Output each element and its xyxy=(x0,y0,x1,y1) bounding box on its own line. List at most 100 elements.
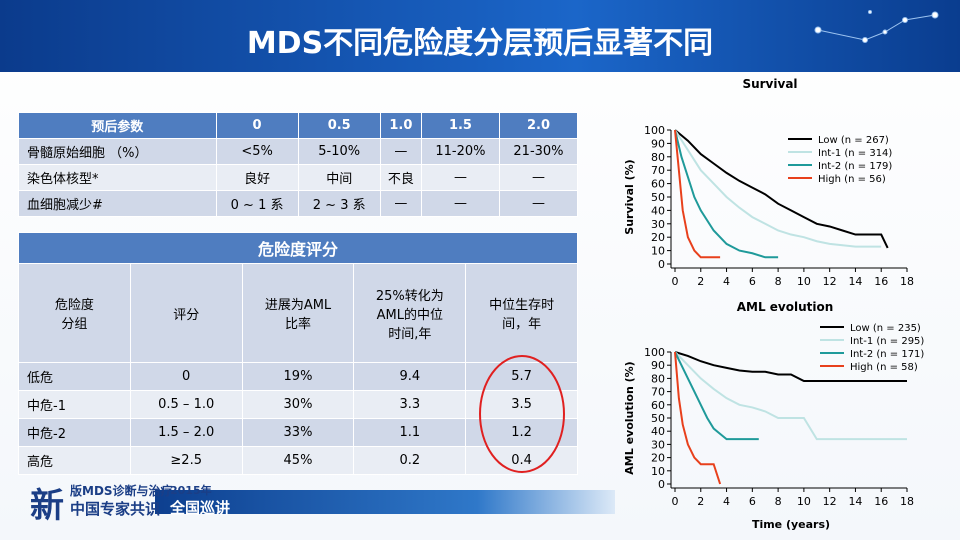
cell: 30% xyxy=(241,390,355,419)
y-tick-label: 60 xyxy=(651,178,665,191)
header-line: 中位生存时 xyxy=(489,298,555,313)
cell: 1.1 xyxy=(353,418,467,447)
x-tick-label: 6 xyxy=(749,495,756,508)
header-cell: 进展为AML 比率 xyxy=(241,263,355,363)
x-tick-label: 0 xyxy=(672,495,679,508)
y-tick-label: 40 xyxy=(651,204,665,217)
cell: — xyxy=(498,190,579,217)
title-band: MDS不同危险度分层预后显著不同 xyxy=(0,0,960,72)
series-line xyxy=(674,351,759,441)
header-line: 分组 xyxy=(61,317,88,332)
y-tick-label: 100 xyxy=(644,124,665,137)
header-line: 进展为AML xyxy=(264,298,332,313)
cell: 良好 xyxy=(215,164,299,191)
x-tick-label: 8 xyxy=(775,275,782,288)
cell: 0 ~ 1 系 xyxy=(215,190,299,217)
series-line xyxy=(674,129,721,259)
x-axis-label: Time (years) xyxy=(752,518,830,531)
header-line: 25%转化为 xyxy=(375,288,444,304)
y-tick-label: 70 xyxy=(651,164,665,177)
banner-tour: 全国巡讲 xyxy=(170,499,231,517)
title-row: 危险度评分 xyxy=(18,232,578,264)
x-tick-label: 16 xyxy=(874,495,888,508)
risk-table: 危险度评分 危险度 分组 评分 进展为AML 比率 25%转化为 AML的中位 时间,年 中位生存… xyxy=(18,232,578,475)
cell: 骨髓原始细胞 （%） xyxy=(18,138,217,165)
header-cell: 1.5 xyxy=(420,112,500,139)
y-tick-label: 80 xyxy=(651,151,665,164)
slide-title: MDS不同危险度分层预后显著不同 xyxy=(246,26,714,61)
y-tick-label: 0 xyxy=(658,478,665,491)
y-tick-label: 60 xyxy=(651,399,665,412)
banner-big: 新 xyxy=(30,486,64,526)
x-tick-label: 14 xyxy=(848,275,862,288)
cell: 9.4 xyxy=(353,362,467,391)
header-cell: 危险度 分组 xyxy=(18,263,131,363)
x-tick-label: 4 xyxy=(723,495,730,508)
cell: ≥2.5 xyxy=(129,446,243,475)
header-line: 危险度 xyxy=(54,298,94,313)
header-cell: 25%转化为 AML的中位 时间,年 xyxy=(353,263,467,363)
x-tick-label: 8 xyxy=(775,495,782,508)
x-tick-label: 2 xyxy=(697,495,704,508)
row: 高危 ≥2.5 45% 0.2 0.4 xyxy=(18,446,578,475)
cell: <5% xyxy=(215,138,299,165)
y-tick-label: 10 xyxy=(651,245,665,258)
row: 染色体核型* 良好 中间 不良 — — xyxy=(18,164,579,191)
cell: 0.4 xyxy=(465,446,578,475)
legend-label: Low (n = 267) xyxy=(818,135,889,146)
y-tick-label: 100 xyxy=(644,346,665,359)
cell: 血细胞减少# xyxy=(18,190,217,217)
series-line xyxy=(674,351,907,383)
y-tick-label: 80 xyxy=(651,372,665,385)
chart-title: AML evolution xyxy=(737,300,834,314)
header-cell: 1.0 xyxy=(379,112,422,139)
x-tick-label: 18 xyxy=(900,495,914,508)
cell: 不良 xyxy=(379,164,422,191)
header-line: 间，年 xyxy=(502,317,542,332)
y-axis-label: Survival (%) xyxy=(623,159,636,234)
legend-label: Low (n = 235) xyxy=(850,323,921,334)
header-line: 时间,年 xyxy=(388,326,432,342)
cell: — xyxy=(420,164,500,191)
row: 骨髓原始细胞 （%） <5% 5-10% —11-20% 21-30% xyxy=(18,138,579,165)
series-line xyxy=(674,351,907,441)
cell: — xyxy=(498,164,579,191)
x-tick-label: 16 xyxy=(874,275,888,288)
y-tick-label: 50 xyxy=(651,412,665,425)
legend-label: High (n = 58) xyxy=(850,362,918,373)
series-line xyxy=(674,129,779,259)
cell: 21-30% xyxy=(498,138,579,165)
y-tick-label: 90 xyxy=(651,137,665,150)
cell: 3.5 xyxy=(465,390,578,419)
x-tick-label: 10 xyxy=(797,275,811,288)
cell: 0 xyxy=(129,362,243,391)
y-axis-label: AML evolution (%) xyxy=(623,361,636,474)
x-tick-label: 12 xyxy=(823,275,837,288)
y-tick-label: 30 xyxy=(651,438,665,451)
cell: 33% xyxy=(241,418,355,447)
y-tick-label: 90 xyxy=(651,359,665,372)
x-tick-label: 4 xyxy=(723,275,730,288)
x-tick-label: 10 xyxy=(797,495,811,508)
chart-title: Survival xyxy=(742,77,797,91)
header-line: AML的中位 xyxy=(376,307,443,323)
score-table: 预后参数 0 0.5 1.0 1.5 2.0 骨髓原始细胞 （%） <5% 5-10% —11-2… xyxy=(18,112,579,217)
table-title: 危险度评分 xyxy=(18,232,578,264)
series-line xyxy=(674,129,882,248)
cell: 3.3 xyxy=(353,390,467,419)
legend-label: High (n = 56) xyxy=(818,174,886,185)
banner-line1: 版MDS诊断与治疗 xyxy=(70,484,173,498)
header-line: 比率 xyxy=(284,317,311,332)
banner-bar xyxy=(155,490,615,514)
cell: 1.5 – 2.0 xyxy=(129,418,243,447)
y-tick-label: 20 xyxy=(651,452,665,465)
y-tick-label: 20 xyxy=(651,231,665,244)
header-cell: 中位生存时间，年 xyxy=(465,263,578,363)
legend-label: Int-1 (n = 314) xyxy=(818,148,892,159)
y-tick-label: 40 xyxy=(651,425,665,438)
cell: 45% xyxy=(241,446,355,475)
header-cell: 0.5 xyxy=(297,112,381,139)
